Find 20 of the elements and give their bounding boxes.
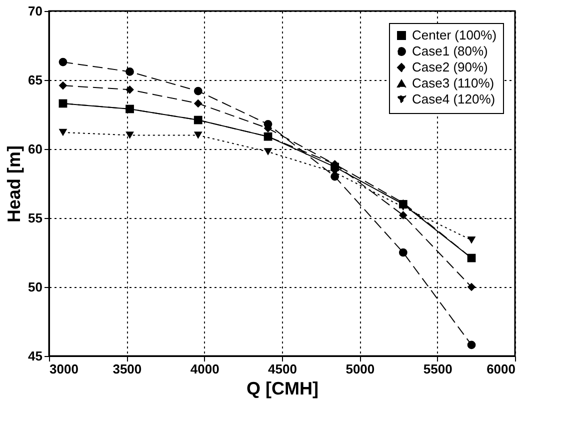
- x-axis-title: Q [CMH]: [246, 378, 318, 398]
- y-tick-label: 70: [28, 4, 42, 18]
- legend-label: Case1 (80%): [412, 44, 488, 58]
- x-tick-label: 3500: [112, 362, 142, 376]
- x-tick-label: 4500: [268, 362, 297, 376]
- legend-label: Center (100%): [412, 28, 497, 42]
- x-tick-label: 5500: [423, 362, 452, 376]
- y-tick-label: 45: [28, 348, 42, 364]
- y-tick-label: 55: [28, 210, 42, 226]
- x-tick-label: 3000: [50, 362, 78, 376]
- legend-label: Case4 (120%): [412, 92, 496, 106]
- legend-label: Case2 (90%): [412, 60, 488, 74]
- x-tick-label: 6000: [486, 362, 516, 376]
- x-tick-label: 4000: [190, 362, 220, 376]
- x-tick-label: 5000: [346, 362, 375, 376]
- y-tick-label: 65: [28, 72, 42, 88]
- legend-label: Case3 (110%): [412, 76, 494, 90]
- y-axis-title: Head [m]: [4, 145, 24, 223]
- y-tick-label: 50: [28, 280, 42, 294]
- y-tick-label: 60: [28, 142, 42, 156]
